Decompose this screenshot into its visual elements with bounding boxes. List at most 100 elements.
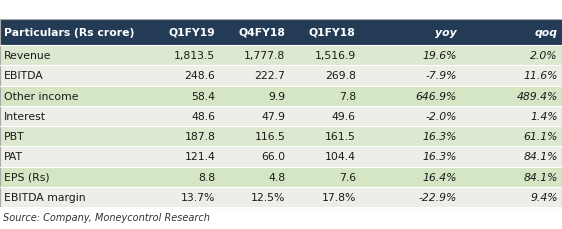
Bar xyxy=(219,106,289,126)
Bar xyxy=(360,19,461,46)
Text: 116.5: 116.5 xyxy=(255,132,285,142)
Text: EBITDA margin: EBITDA margin xyxy=(4,192,85,202)
Bar xyxy=(289,167,360,187)
Text: -22.9%: -22.9% xyxy=(419,192,457,202)
Bar xyxy=(149,106,219,126)
Text: qoq: qoq xyxy=(535,28,558,38)
Bar xyxy=(289,187,360,207)
Bar xyxy=(360,147,461,167)
Text: 2.0%: 2.0% xyxy=(531,51,558,61)
Bar xyxy=(0,66,149,86)
Text: 7.8: 7.8 xyxy=(339,91,356,101)
Text: 9.4%: 9.4% xyxy=(531,192,558,202)
Text: 17.8%: 17.8% xyxy=(321,192,356,202)
Text: 187.8: 187.8 xyxy=(184,132,215,142)
Bar xyxy=(219,86,289,106)
Bar xyxy=(461,147,562,167)
Bar xyxy=(461,86,562,106)
Text: 19.6%: 19.6% xyxy=(423,51,457,61)
Bar xyxy=(149,187,219,207)
Bar xyxy=(0,187,149,207)
Text: 104.4: 104.4 xyxy=(325,152,356,162)
Text: 47.9: 47.9 xyxy=(261,112,285,121)
Text: 489.4%: 489.4% xyxy=(516,91,558,101)
Bar xyxy=(149,86,219,106)
Text: EPS (Rs): EPS (Rs) xyxy=(4,172,49,182)
Text: 1,516.9: 1,516.9 xyxy=(315,51,356,61)
Text: 61.1%: 61.1% xyxy=(524,132,558,142)
Text: 7.6: 7.6 xyxy=(339,172,356,182)
Bar xyxy=(360,66,461,86)
Bar xyxy=(0,147,149,167)
Bar xyxy=(289,66,360,86)
Text: Interest: Interest xyxy=(4,112,46,121)
Text: Particulars (Rs crore): Particulars (Rs crore) xyxy=(4,28,134,38)
Text: 13.7%: 13.7% xyxy=(181,192,215,202)
Bar xyxy=(289,106,360,126)
Text: Q4FY18: Q4FY18 xyxy=(239,28,285,38)
Text: 16.4%: 16.4% xyxy=(423,172,457,182)
Text: 16.3%: 16.3% xyxy=(423,132,457,142)
Text: PBT: PBT xyxy=(4,132,25,142)
Bar xyxy=(0,46,149,66)
Bar xyxy=(219,147,289,167)
Bar xyxy=(0,167,149,187)
Bar xyxy=(149,147,219,167)
Text: 12.5%: 12.5% xyxy=(251,192,285,202)
Text: 9.9: 9.9 xyxy=(269,91,285,101)
Bar xyxy=(461,126,562,147)
Text: 66.0: 66.0 xyxy=(261,152,285,162)
Text: Other income: Other income xyxy=(4,91,79,101)
Bar xyxy=(360,46,461,66)
Text: 8.8: 8.8 xyxy=(198,172,215,182)
Bar xyxy=(461,187,562,207)
Bar xyxy=(219,187,289,207)
Bar xyxy=(360,86,461,106)
Text: 48.6: 48.6 xyxy=(191,112,215,121)
Bar xyxy=(219,167,289,187)
Text: 11.6%: 11.6% xyxy=(524,71,558,81)
Bar xyxy=(219,19,289,46)
Text: 84.1%: 84.1% xyxy=(524,152,558,162)
Bar xyxy=(149,46,219,66)
Bar xyxy=(289,147,360,167)
Bar xyxy=(289,86,360,106)
Bar xyxy=(219,66,289,86)
Bar xyxy=(360,167,461,187)
Bar xyxy=(461,106,562,126)
Text: PAT: PAT xyxy=(4,152,23,162)
Bar xyxy=(149,66,219,86)
Text: Revenue: Revenue xyxy=(4,51,52,61)
Bar xyxy=(360,106,461,126)
Bar xyxy=(360,187,461,207)
Bar xyxy=(289,126,360,147)
Text: -7.9%: -7.9% xyxy=(425,71,457,81)
Bar xyxy=(461,46,562,66)
Text: 84.1%: 84.1% xyxy=(524,172,558,182)
Text: 1,813.5: 1,813.5 xyxy=(174,51,215,61)
Text: -2.0%: -2.0% xyxy=(425,112,457,121)
Bar xyxy=(149,19,219,46)
Bar xyxy=(360,126,461,147)
Text: 646.9%: 646.9% xyxy=(415,91,457,101)
Bar xyxy=(289,19,360,46)
Text: 121.4: 121.4 xyxy=(184,152,215,162)
Bar xyxy=(0,86,149,106)
Text: 161.5: 161.5 xyxy=(325,132,356,142)
Text: 49.6: 49.6 xyxy=(332,112,356,121)
Text: 58.4: 58.4 xyxy=(191,91,215,101)
Text: 4.8: 4.8 xyxy=(269,172,285,182)
Text: 1.4%: 1.4% xyxy=(531,112,558,121)
Text: 1,777.8: 1,777.8 xyxy=(244,51,285,61)
Bar xyxy=(0,19,149,46)
Text: 248.6: 248.6 xyxy=(184,71,215,81)
Text: 16.3%: 16.3% xyxy=(423,152,457,162)
Text: 222.7: 222.7 xyxy=(255,71,285,81)
Bar xyxy=(461,19,562,46)
Text: EBITDA: EBITDA xyxy=(4,71,44,81)
Text: yoy: yoy xyxy=(435,28,457,38)
Text: Q1FY18: Q1FY18 xyxy=(309,28,356,38)
Bar xyxy=(219,46,289,66)
Bar xyxy=(0,106,149,126)
Bar xyxy=(0,126,149,147)
